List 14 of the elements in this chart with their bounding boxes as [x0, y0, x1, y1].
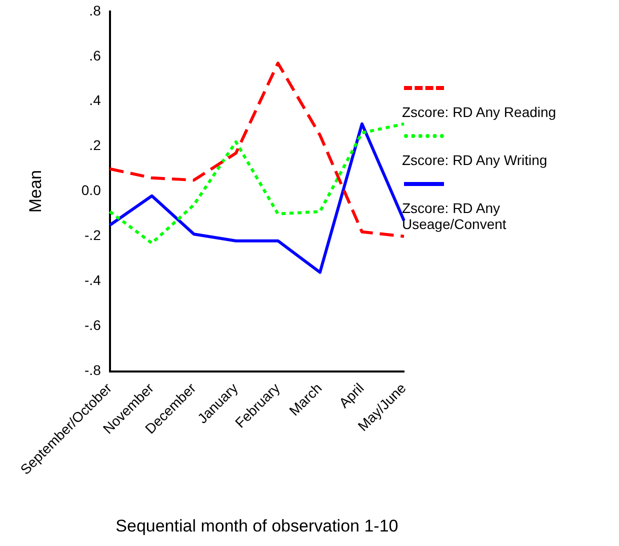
legend-label: Zscore: RD Any Useage/Convent — [402, 200, 508, 232]
y-tick-label: 0.0 — [81, 182, 102, 198]
y-tick-label: -.8 — [84, 362, 102, 378]
y-tick-label: -.2 — [84, 227, 102, 244]
y-tick-label: .8 — [89, 2, 102, 18]
legend-label: Zscore: RD Any Reading — [402, 104, 558, 120]
y-tick-label: -.4 — [84, 272, 102, 288]
x-axis-title: Sequential month of observation 1-10 — [116, 516, 398, 536]
y-tick-label: -.6 — [84, 317, 102, 334]
y-tick-label: .6 — [89, 47, 102, 64]
y-tick-label: .4 — [89, 92, 102, 108]
legend-label: Zscore: RD Any Writing — [402, 152, 548, 168]
y-axis-title: Mean — [26, 170, 45, 213]
y-tick-label: .2 — [89, 137, 102, 154]
